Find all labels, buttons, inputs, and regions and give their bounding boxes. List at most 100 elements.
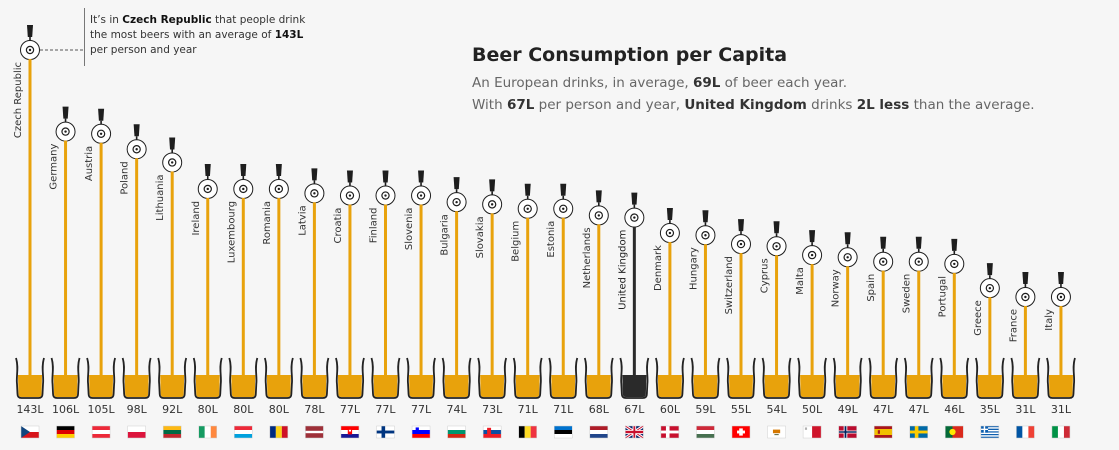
tap-knob-center [953,262,956,266]
bar-cyprus: Cyprus 54L [760,221,792,439]
beer-stream [526,217,530,377]
bar-luxembourg: Luxembourg 80L [226,163,259,439]
tap-knob-center [171,161,174,164]
flag-luxembourg-icon [234,425,253,439]
tap-handle [346,170,353,183]
glass-outline [192,357,223,399]
glass-fill [551,375,576,397]
bar-spain: Spain 47L [866,236,899,439]
bar-denmark: Denmark 60L [653,208,685,439]
glass-fill [302,375,327,397]
subtitle-line-2: With 67L per person and year, United Kin… [472,97,1035,113]
country-label: Finland [369,208,380,244]
tap-handle [1022,272,1029,284]
glass-outline [939,357,970,399]
bar-greece: Greece 35L [973,263,1005,439]
country-label: Hungary [688,247,699,290]
glass-outline [441,357,472,399]
tap-handle [702,210,709,223]
value-label: 105L [88,403,116,416]
glass-outline [1010,357,1041,399]
beer-stream [668,242,672,377]
flag-sweden-icon [909,425,928,439]
country-label: Poland [120,161,131,194]
tap-knob-center [562,207,565,210]
glass-fill [89,375,114,397]
flag-finland-icon [376,425,395,439]
bar-hungary: Hungary 59L [688,210,721,439]
bar-latvia: Latvia 78L [297,168,330,439]
tap-knob-center [277,187,281,191]
flag-cyprus-icon [767,425,786,439]
value-label: 71L [553,403,574,416]
beer-stream [810,264,814,377]
country-label: United Kingdom [617,230,628,310]
tap-handle [631,192,638,205]
beer-stream [632,226,636,377]
annotation-text: It’s in Czech Republic that people drink… [90,14,306,56]
glass-fill [835,375,860,397]
bar-netherlands: Netherlands 68L [582,190,614,439]
country-label: Spain [866,274,877,302]
flag-belgium-icon [518,425,537,439]
beer-stream [988,297,992,377]
tap-handle [595,190,602,203]
flag-germany-icon [56,425,75,439]
beer-stream [455,211,459,377]
tap-handle [133,124,140,137]
tap-handle [844,232,851,245]
bar-slovenia: Slovenia 77L [404,170,436,439]
tap-handle [169,137,176,150]
bar-germany: Germany 106L [49,106,81,439]
bar-finland: Finland 77L [369,170,401,439]
beer-stream [384,204,387,377]
beer-stream [28,59,32,377]
bar-portugal: Portugal 46L [937,238,970,439]
value-label: 143L [16,403,44,416]
bar-sweden: Sweden 47L [902,236,934,439]
beer-stream [419,204,423,377]
beer-stream [490,213,494,377]
tap-knob-center [846,256,849,259]
tap-handle [524,183,531,196]
tap-knob-center [455,200,458,204]
value-label: 80L [233,403,254,416]
flag-spain-icon [873,425,893,439]
glass-fill [515,375,540,397]
glass-fill [195,375,220,397]
flag-ireland-icon [198,425,217,439]
chart-subtitle: An European drinks, in average, 69L of b… [472,72,1035,116]
tap-knob-center [348,194,352,197]
value-label: 80L [198,403,219,416]
country-label: Slovenia [404,208,415,251]
tap-knob-center [633,216,636,219]
value-label: 54L [766,403,787,416]
value-label: 47L [873,403,894,416]
country-label: Portugal [937,276,948,317]
flag-estonia-icon [554,425,573,439]
beer-stream [739,253,743,377]
subtitle-line-1: An European drinks, in average, 69L of b… [472,75,848,91]
bar-bulgaria: Bulgaria 74L [440,177,472,439]
value-label: 60L [660,403,681,416]
glass-outline [121,357,152,399]
country-label: Cyprus [760,258,771,293]
glass-fill [586,375,611,397]
bar-belgium: Belgium 71L [511,183,543,439]
glass-fill [266,375,291,397]
glass-outline [903,357,934,399]
country-label: Greece [973,300,984,336]
country-label: Lithuania [155,174,166,220]
country-label: Germany [49,144,60,190]
beer-stream [99,142,103,377]
beer-stream [952,272,956,377]
beer-stream [206,197,210,377]
value-label: 46L [944,403,965,416]
beer-stream [881,270,885,377]
country-label: Malta [795,267,806,295]
glass-outline [832,357,863,399]
value-label: 55L [731,403,752,416]
beer-stream [561,217,565,377]
tap-handle [204,163,211,176]
tap-knob-center [775,245,778,248]
